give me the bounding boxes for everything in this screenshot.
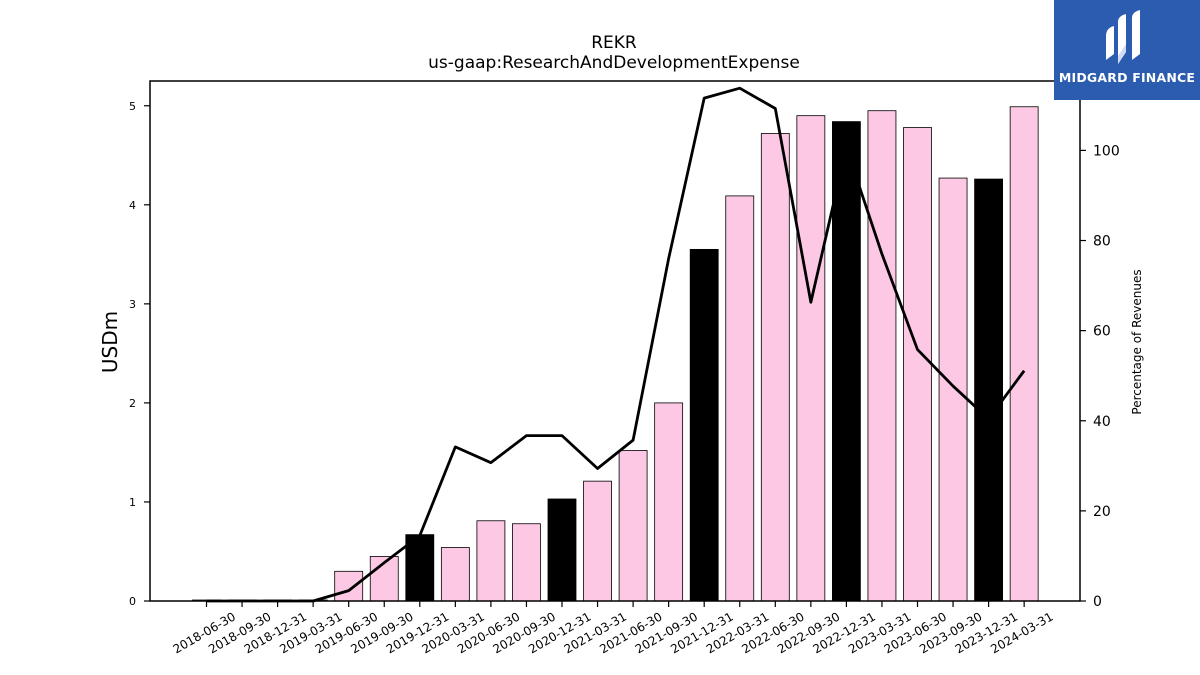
- y-tick-label: 0: [129, 595, 136, 608]
- line-layer: [206, 86, 1026, 603]
- chart-subtitle: us-gaap:ResearchAndDevelopmentExpense: [428, 53, 800, 73]
- bar: [760, 133, 790, 602]
- bar: [796, 115, 826, 602]
- bar: [832, 121, 861, 602]
- line-series: [206, 86, 1026, 603]
- bar: [689, 248, 719, 602]
- y-tick-label: 5: [129, 100, 136, 113]
- chart-title: REKR: [591, 33, 637, 53]
- bar: [405, 534, 435, 602]
- logo-text: MIDGARD FINANCE: [1058, 70, 1196, 85]
- bar: [867, 110, 897, 602]
- bars-layer: [192, 106, 1039, 602]
- y-tick-label: 2: [129, 397, 136, 410]
- brand-logo: MIDGARD FINANCE: [1054, 0, 1200, 100]
- y2-tick-label: 0: [1093, 594, 1102, 610]
- bar: [547, 498, 577, 602]
- bar: [654, 402, 684, 602]
- y-tick-label: 3: [129, 298, 136, 311]
- bar: [440, 547, 470, 602]
- y2-tick-label: 40: [1093, 414, 1111, 430]
- logo-mark-icon: [1106, 10, 1140, 64]
- y2-axis-label: Percentage of Revenues: [1130, 269, 1144, 414]
- plot-frame: [149, 80, 1081, 602]
- bar: [725, 195, 755, 602]
- y2-tick-label: 100: [1093, 143, 1120, 159]
- bar: [974, 178, 1003, 602]
- y2-tick-label: 60: [1093, 324, 1111, 340]
- y-axis-label: USDm: [98, 311, 122, 373]
- y2-tick-label: 80: [1093, 234, 1111, 250]
- bar: [334, 570, 364, 602]
- y2-tick-label: 20: [1093, 504, 1111, 520]
- y-tick-label: 4: [129, 199, 136, 212]
- bar: [618, 450, 648, 602]
- bar: [903, 127, 932, 602]
- bar: [583, 480, 612, 602]
- bar: [938, 177, 968, 602]
- bar: [476, 520, 506, 602]
- bar: [1009, 106, 1039, 602]
- y-tick-label: 1: [129, 496, 136, 509]
- bar: [512, 523, 541, 602]
